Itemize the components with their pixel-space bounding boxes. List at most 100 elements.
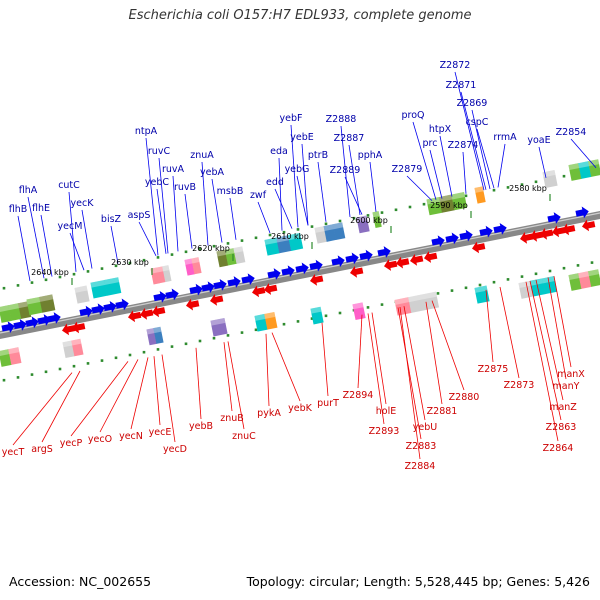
line-layer xyxy=(12,71,597,460)
block-shine xyxy=(408,294,424,303)
forward-arrow xyxy=(445,232,459,245)
forward-gene-block xyxy=(0,301,32,323)
reverse-gene-label: Z2864 xyxy=(543,443,574,454)
forward-gene-label: htpX xyxy=(429,124,452,135)
backbone-band xyxy=(0,211,600,339)
forward-leader-line xyxy=(340,125,351,218)
block-segment xyxy=(474,186,486,204)
tick-mark xyxy=(58,275,62,279)
reverse-gene-label: znuB xyxy=(220,413,244,424)
block-shine xyxy=(18,301,30,309)
tick-mark xyxy=(394,208,398,212)
tick-mark xyxy=(58,367,62,371)
forward-leader-line xyxy=(471,109,491,190)
forward-gene-block xyxy=(184,257,202,276)
forward-leader-line xyxy=(172,175,179,252)
reverse-leader-line xyxy=(12,372,73,446)
block-segment xyxy=(264,237,280,256)
block-shine xyxy=(578,271,590,279)
reverse-gene-block xyxy=(394,291,440,316)
forward-arrow xyxy=(13,318,27,331)
tick-mark xyxy=(352,216,356,220)
forward-leader-line xyxy=(211,178,223,243)
forward-gene-label: Z2874 xyxy=(448,140,479,151)
forward-gene-label: zwf xyxy=(250,190,267,201)
block-segment xyxy=(264,311,278,330)
forward-gene-label: aspS xyxy=(128,210,151,221)
block-shine xyxy=(8,347,20,355)
forward-gene-label: msbB xyxy=(217,186,244,197)
reverse-gene-label: znuC xyxy=(232,431,256,442)
forward-gene-label: pphA xyxy=(358,150,383,161)
forward-gene-label: ptrB xyxy=(308,150,328,161)
block-segment xyxy=(233,246,246,264)
forward-arrow xyxy=(227,276,241,288)
block-shine xyxy=(216,249,227,257)
tick-mark xyxy=(492,188,496,192)
tick-mark xyxy=(576,264,580,267)
block-shine xyxy=(264,311,276,319)
reverse-leader-line xyxy=(130,357,149,430)
tick-mark xyxy=(100,267,104,270)
tick-mark xyxy=(478,283,482,287)
forward-gene-block xyxy=(216,246,246,268)
reverse-gene-label: yebB xyxy=(189,421,213,432)
block-segment xyxy=(588,269,600,287)
genome-backbone xyxy=(0,211,600,339)
reverse-leader-line xyxy=(271,332,301,402)
block-segment xyxy=(104,277,122,296)
reverse-leader-line xyxy=(553,276,572,368)
block-segment xyxy=(62,340,75,359)
forward-leader-line xyxy=(296,175,309,226)
tick-mark xyxy=(338,219,342,223)
block-shine xyxy=(352,302,364,310)
tick-mark xyxy=(142,258,146,262)
forward-gene-label: yebE xyxy=(290,132,314,143)
tick-mark xyxy=(198,339,202,343)
reverse-gene-label: pykA xyxy=(257,408,281,419)
forward-leader-line xyxy=(17,215,31,282)
tick-mark xyxy=(492,280,496,284)
block-shine xyxy=(156,266,164,273)
block-segment xyxy=(8,303,22,321)
block-shine xyxy=(80,285,88,292)
reverse-gene-label: yecD xyxy=(163,444,187,455)
tick-mark xyxy=(296,320,300,323)
forward-arrow xyxy=(547,212,561,224)
block-shine xyxy=(62,340,73,348)
forward-leader-line xyxy=(278,157,283,231)
tick-mark xyxy=(170,345,174,348)
forward-arrow xyxy=(241,273,255,286)
reverse-gene-label: yebU xyxy=(413,422,437,433)
block-shine xyxy=(438,194,453,202)
block-shine xyxy=(588,269,600,277)
forward-leader-line xyxy=(429,149,443,199)
forward-gene-label: flhA xyxy=(19,185,38,196)
reverse-arrow xyxy=(520,231,534,244)
forward-arrow xyxy=(345,252,359,265)
block-segment xyxy=(80,285,90,303)
tick-mark xyxy=(534,180,538,184)
tick-mark xyxy=(506,186,510,189)
block-shine xyxy=(568,273,580,281)
tick-mark xyxy=(324,314,328,318)
block-shine xyxy=(451,192,465,200)
tick-mark xyxy=(212,244,216,248)
forward-arrow xyxy=(295,262,309,275)
block-segment xyxy=(323,224,337,242)
forward-gene-label: flhB xyxy=(9,204,28,215)
forward-leader-line xyxy=(406,175,433,201)
reverse-gene-label: Z2863 xyxy=(546,422,577,433)
block-segment xyxy=(162,265,172,283)
reverse-arrow xyxy=(410,253,424,266)
tick-mark xyxy=(422,202,426,206)
reverse-arrow xyxy=(582,219,596,232)
forward-arrow xyxy=(377,246,391,258)
forward-gene-block xyxy=(568,159,600,181)
reverse-leader-line xyxy=(99,359,139,433)
tick-mark xyxy=(44,370,48,374)
tick-mark xyxy=(240,331,244,334)
block-shine xyxy=(233,246,244,254)
forward-gene-block xyxy=(26,294,56,316)
block-shine xyxy=(332,222,344,230)
